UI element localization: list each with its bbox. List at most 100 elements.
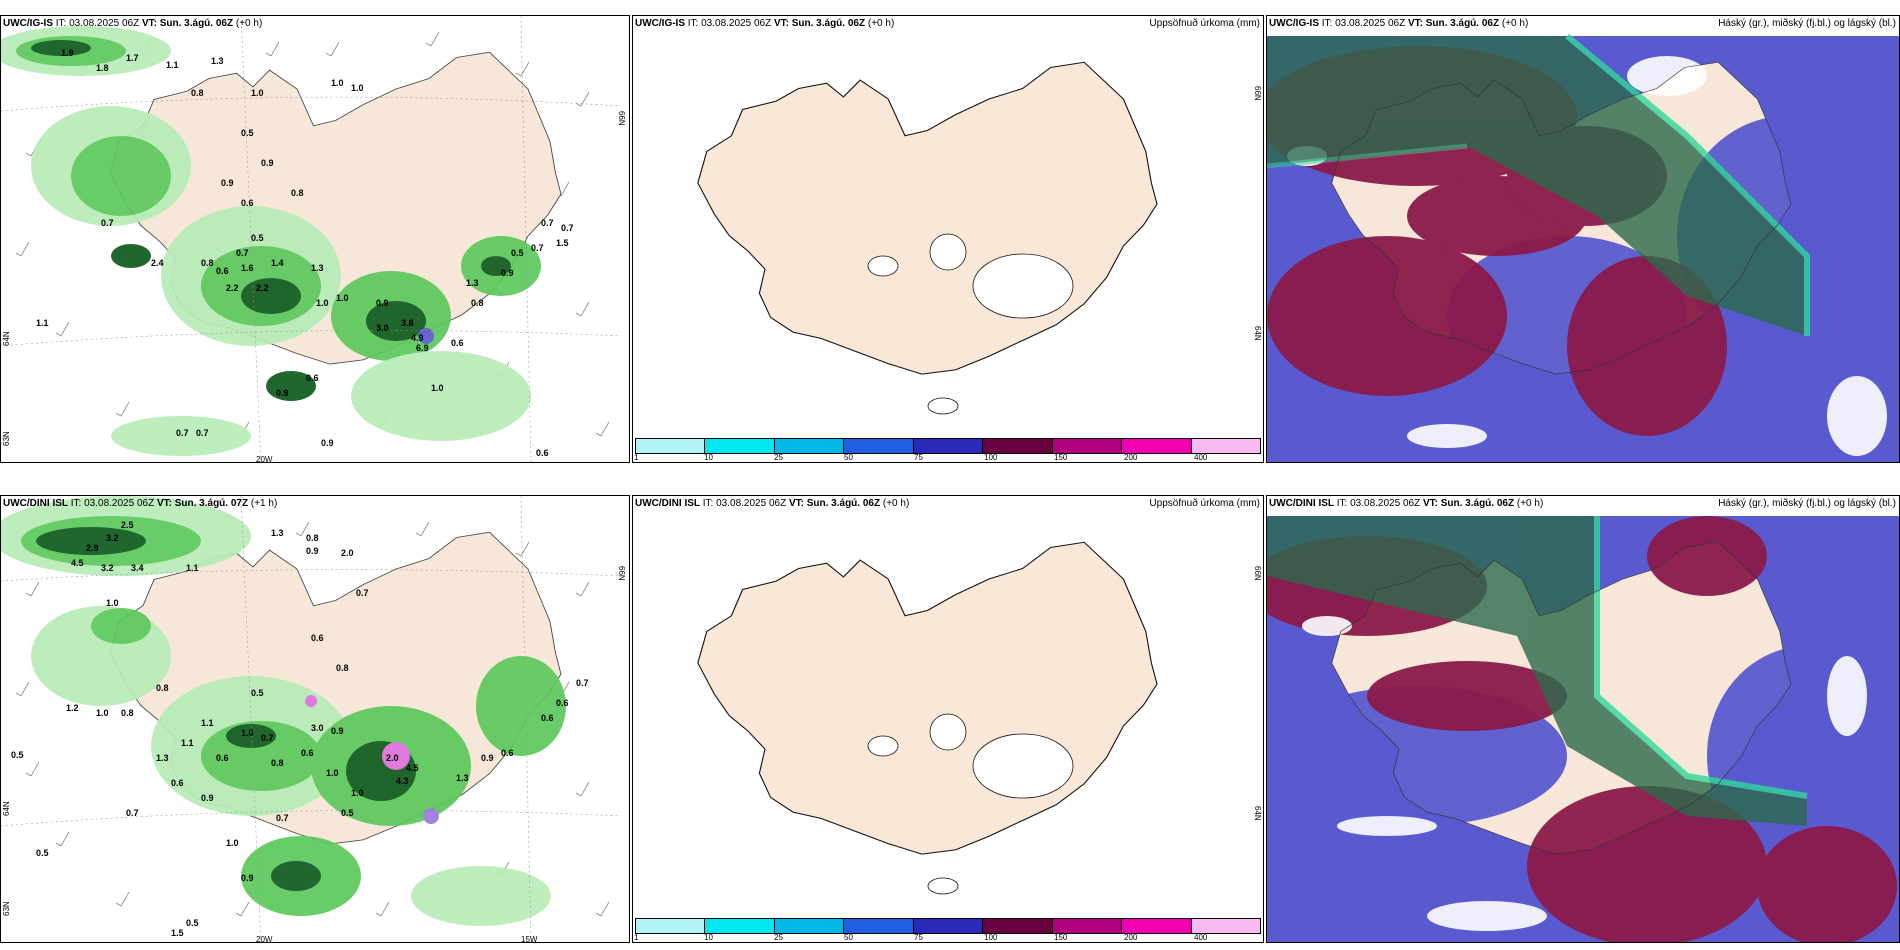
svg-text:1.4: 1.4 [271,258,284,268]
svg-text:0.9: 0.9 [501,268,514,278]
clear-patches [1302,616,1867,931]
svg-text:0.8: 0.8 [191,88,204,98]
svg-text:1.0: 1.0 [351,788,364,798]
svg-text:4.5: 4.5 [71,558,84,568]
lat-label: 66N [617,111,626,126]
svg-text:0.9: 0.9 [306,546,319,556]
svg-text:2.2: 2.2 [226,283,239,293]
accumulated-precip-panel-dini: UWC/DINI ISL IT: 03.08.2025 06Z VT: Sun.… [632,495,1264,943]
colorbar-labels: 1 10 25 50 75 100 150 200 400 [634,933,1208,942]
lon-label: 15W [521,935,538,943]
panel-field-label: Uppsöfnuð úrkoma (mm) [1149,498,1260,509]
panel-title: UWC/IG-IS IT: 03.08.2025 06Z VT: Sun. 3.… [635,18,895,29]
svg-text:0.5: 0.5 [511,248,524,258]
grid-lines [1,16,622,462]
lat-label: 63N [2,431,11,446]
high-cloud-field [1267,33,1810,336]
svg-text:0.6: 0.6 [216,266,229,276]
svg-text:0.6: 0.6 [241,198,254,208]
svg-text:0.5: 0.5 [36,848,49,858]
panel-field-label: Háský (gr.), miðský (fj.bl.) og lágský (… [1718,498,1896,509]
svg-text:0.5: 0.5 [341,808,354,818]
svg-text:0.6: 0.6 [451,338,464,348]
accumulated-precip-map: 66N 64N [697,61,1262,415]
svg-text:1.5: 1.5 [556,238,569,248]
svg-text:0.7: 0.7 [126,808,139,818]
svg-text:0.6: 0.6 [216,753,229,763]
precip-field [1,26,541,456]
svg-text:0.9: 0.9 [201,793,214,803]
svg-text:0.6: 0.6 [171,778,184,788]
svg-text:0.6: 0.6 [536,448,549,458]
svg-text:1.0: 1.0 [226,838,239,848]
svg-text:0.5: 0.5 [251,233,264,243]
svg-text:3.2: 3.2 [106,533,119,543]
svg-text:0.8: 0.8 [271,758,284,768]
clear-patches [1287,56,1887,456]
precip-wind-map-panel: UWC/IG-IS IT: 03.08.2025 06Z VT: Sun. 3.… [0,15,630,463]
svg-text:1.1: 1.1 [36,318,49,328]
svg-text:2.4: 2.4 [151,258,164,268]
svg-text:1.3: 1.3 [456,773,469,783]
svg-text:1.1: 1.1 [166,60,179,70]
svg-text:1.1: 1.1 [181,738,194,748]
svg-text:3.0: 3.0 [376,323,389,333]
svg-text:0.7: 0.7 [531,243,544,253]
svg-text:1.9: 1.9 [61,48,74,58]
svg-text:0.7: 0.7 [176,428,189,438]
svg-text:0.7: 0.7 [356,588,369,598]
svg-text:0.7: 0.7 [196,428,209,438]
svg-text:0.8: 0.8 [156,683,169,693]
svg-text:0.8: 0.8 [201,258,214,268]
high-cloud-field [1267,516,1808,826]
svg-text:0.7: 0.7 [276,813,289,823]
lat-label: 64N [1253,326,1262,341]
svg-text:4.5: 4.5 [406,763,419,773]
svg-text:0.9: 0.9 [241,873,254,883]
svg-text:1.0: 1.0 [431,383,444,393]
svg-text:1.3: 1.3 [211,56,224,66]
svg-text:1.0: 1.0 [241,728,254,738]
svg-text:2.2: 2.2 [256,283,269,293]
lat-label: 66N [617,566,626,581]
svg-text:1.6: 1.6 [241,263,254,273]
svg-text:0.9: 0.9 [221,178,234,188]
accumulated-precip-map: 66N 64N [697,541,1262,895]
iceland-land [697,541,1158,855]
svg-text:1.5: 1.5 [171,928,184,938]
cloud-cover-panel-dini: UWC/DINI ISL IT: 03.08.2025 06Z VT: Sun.… [1266,495,1900,943]
svg-text:0.6: 0.6 [541,713,554,723]
cloud-cover-panel: UWC/IG-IS IT: 03.08.2025 06Z VT: Sun. 3.… [1266,15,1900,463]
svg-text:0.9: 0.9 [261,158,274,168]
precip-value-labels: 1.9 1.8 1.7 1.1 1.3 0.8 1.0 1.0 1.0 0.5 … [36,48,574,458]
svg-text:0.8: 0.8 [336,663,349,673]
svg-text:1.3: 1.3 [271,528,284,538]
precip-wind-map: 1.9 1.8 1.7 1.1 1.3 0.8 1.0 1.0 1.0 0.5 … [1,16,626,463]
svg-text:0.7: 0.7 [541,218,554,228]
svg-text:1.8: 1.8 [96,63,109,73]
precip-field [1,496,566,926]
svg-text:0.6: 0.6 [306,373,319,383]
lon-label: 20W [256,455,273,463]
lon-label: 20W [256,935,273,943]
iceland-land [697,61,1158,375]
panel-title: UWC/DINI ISL IT: 03.08.2025 06Z VT: Sun.… [1269,498,1544,509]
precip-wind-map: 2.5 3.2 2.9 4.5 3.2 3.4 1.1 1.3 0.8 0.9 … [1,496,626,943]
lat-label: 63N [2,901,11,916]
cloud-cover-map [1267,516,1899,942]
svg-text:0.6: 0.6 [501,748,514,758]
svg-text:0.6: 0.6 [311,633,324,643]
svg-text:1.3: 1.3 [156,753,169,763]
svg-text:2.0: 2.0 [341,548,354,558]
svg-text:0.5: 0.5 [241,128,254,138]
panel-title: UWC/IG-IS IT: 03.08.2025 06Z VT: Sun. 3.… [3,18,263,29]
glaciers [867,713,1074,895]
svg-text:0.8: 0.8 [291,188,304,198]
svg-text:1.0: 1.0 [351,83,364,93]
lat-label: 66N [1253,566,1262,581]
svg-text:1.2: 1.2 [66,703,79,713]
svg-text:0.5: 0.5 [186,918,199,928]
svg-text:0.9: 0.9 [276,388,289,398]
lat-label: 64N [1253,806,1262,821]
lat-label: 64N [2,331,11,346]
